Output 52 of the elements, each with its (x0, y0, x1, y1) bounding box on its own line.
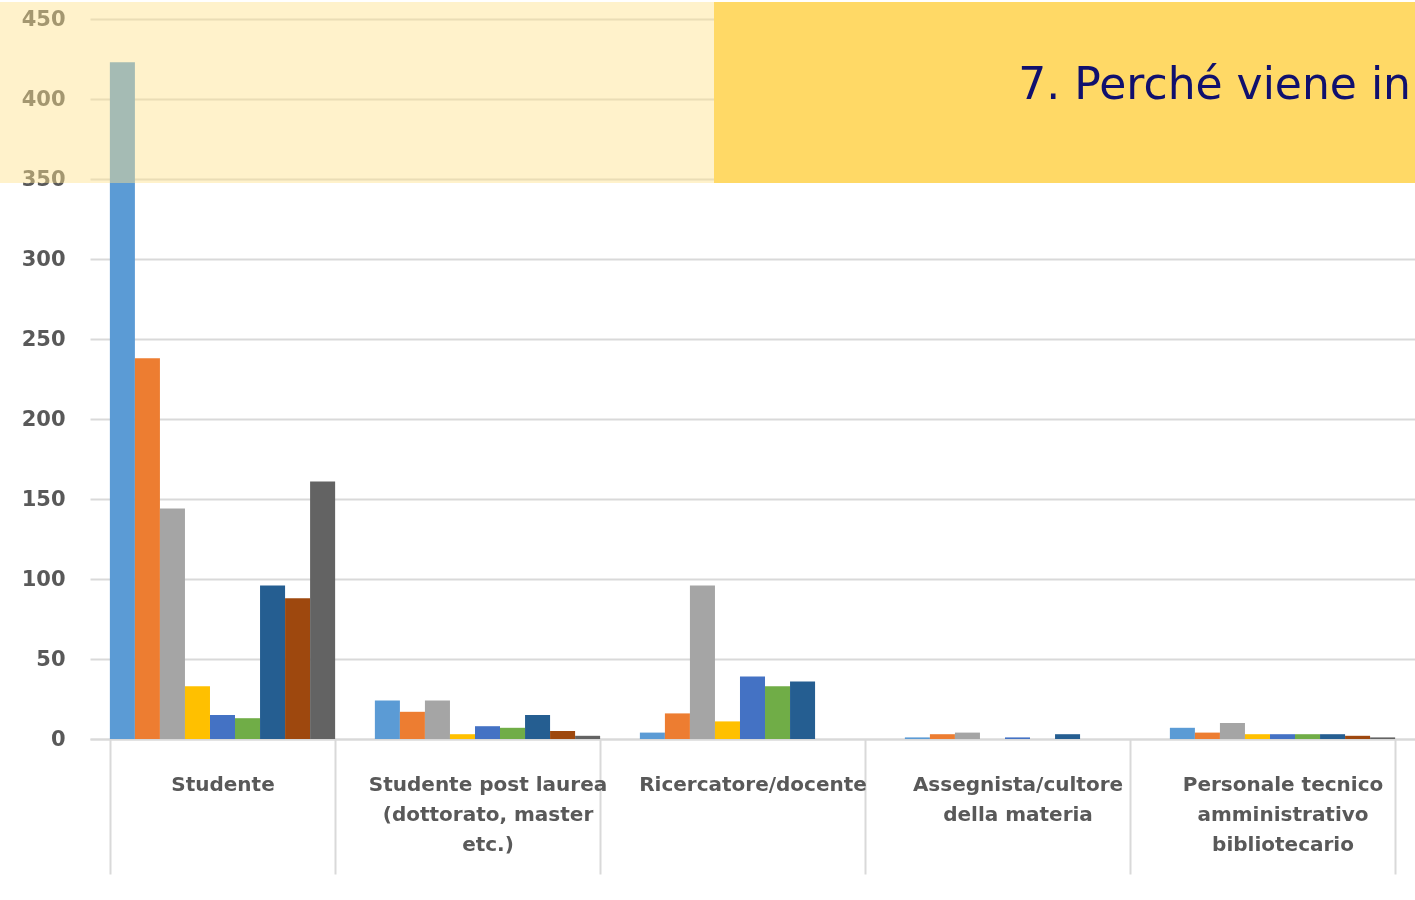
x-tick-label: Personale tecnico amministrativo bibliotecario (1182, 771, 1384, 856)
bar (374, 700, 400, 739)
bar (714, 721, 740, 739)
y-tick-label: 100 (21, 566, 66, 591)
bar (1169, 727, 1195, 739)
y-tick-label: 150 (21, 486, 66, 511)
y-tick-label: 300 (21, 246, 66, 271)
bar (474, 726, 501, 739)
y-tick-label: 50 (36, 646, 66, 671)
x-tick-label: Ricercatore/docente (639, 771, 867, 796)
bar (209, 715, 236, 739)
bar (109, 62, 135, 739)
bar (525, 715, 551, 739)
bar (449, 734, 475, 739)
bar (639, 732, 665, 739)
bar (159, 508, 185, 739)
y-tick-label: 350 (21, 166, 66, 191)
bar (550, 731, 576, 739)
y-tick-label: 250 (21, 326, 66, 351)
bar (1055, 734, 1081, 739)
bar (1194, 732, 1220, 739)
bar (929, 734, 955, 739)
bar (739, 676, 766, 739)
bar (424, 700, 450, 739)
y-tick-label: 450 (21, 6, 66, 31)
bar (399, 711, 425, 739)
bar (1219, 723, 1245, 739)
y-tick-label: 0 (50, 726, 66, 751)
bar (790, 681, 816, 739)
bar (310, 481, 336, 739)
bar (184, 686, 210, 739)
y-tick-label: 200 (21, 406, 66, 431)
bar (1345, 735, 1371, 739)
bar (954, 732, 980, 739)
bar (1295, 734, 1321, 739)
x-tick-label: Studente post laurea (dottorato, master etc.) (368, 771, 608, 856)
bar (689, 585, 715, 739)
bar (1244, 734, 1270, 739)
bar (765, 686, 791, 739)
bar (134, 358, 160, 739)
bar (285, 598, 311, 739)
bar (575, 735, 601, 739)
bar (664, 713, 690, 739)
text: 7. Perché viene in (1018, 58, 1411, 109)
bar (1320, 734, 1346, 739)
bar (260, 585, 286, 739)
x-tick-label: Studente (171, 771, 275, 796)
y-tick-label: 400 (21, 86, 66, 111)
bar (500, 727, 526, 739)
bar (1269, 734, 1296, 739)
bar (235, 718, 261, 739)
x-tick-label: Assegnista/cultore della materia (912, 771, 1124, 826)
